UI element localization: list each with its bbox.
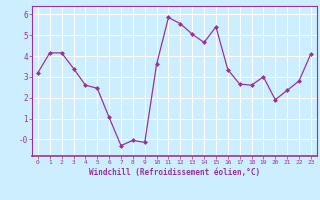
X-axis label: Windchill (Refroidissement éolien,°C): Windchill (Refroidissement éolien,°C) bbox=[89, 168, 260, 177]
